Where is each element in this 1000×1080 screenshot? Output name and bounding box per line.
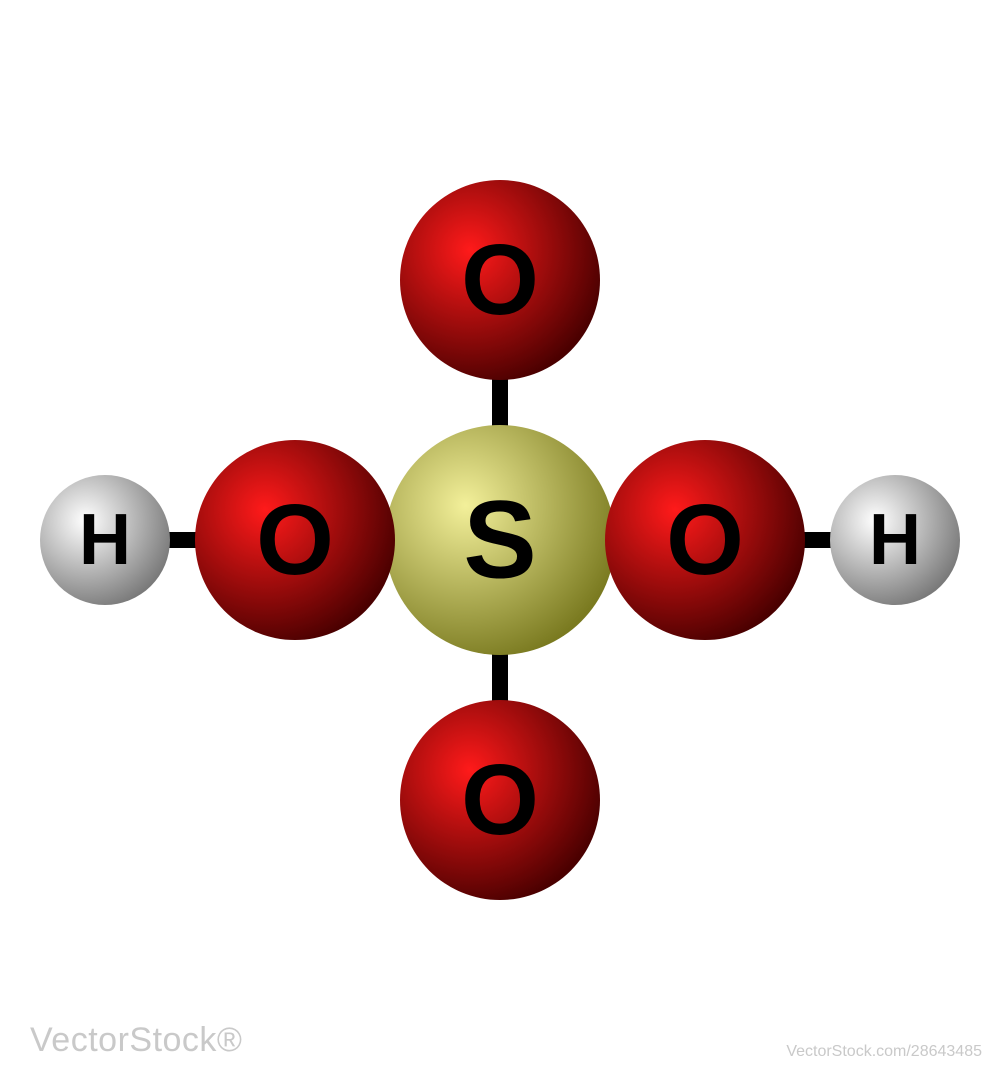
atom-s: S bbox=[385, 425, 615, 655]
atom-label: H bbox=[869, 500, 921, 580]
atom-label: O bbox=[461, 224, 539, 336]
molecule-svg: S O O O O H H bbox=[0, 0, 1000, 1080]
atom-label: S bbox=[463, 479, 536, 602]
atom-label: O bbox=[461, 744, 539, 856]
atom-label: O bbox=[256, 484, 334, 596]
diagram-stage: SOOOOHH VectorStock® VectorStock.com/286… bbox=[0, 0, 1000, 1080]
atom-label: H bbox=[79, 500, 131, 580]
atom-label: O bbox=[666, 484, 744, 596]
atom-o: O bbox=[605, 440, 805, 640]
atom-o: O bbox=[400, 700, 600, 900]
atom-o: O bbox=[195, 440, 395, 640]
atom-h: H bbox=[830, 475, 960, 605]
atom-h: H bbox=[40, 475, 170, 605]
atom-o: O bbox=[400, 180, 600, 380]
